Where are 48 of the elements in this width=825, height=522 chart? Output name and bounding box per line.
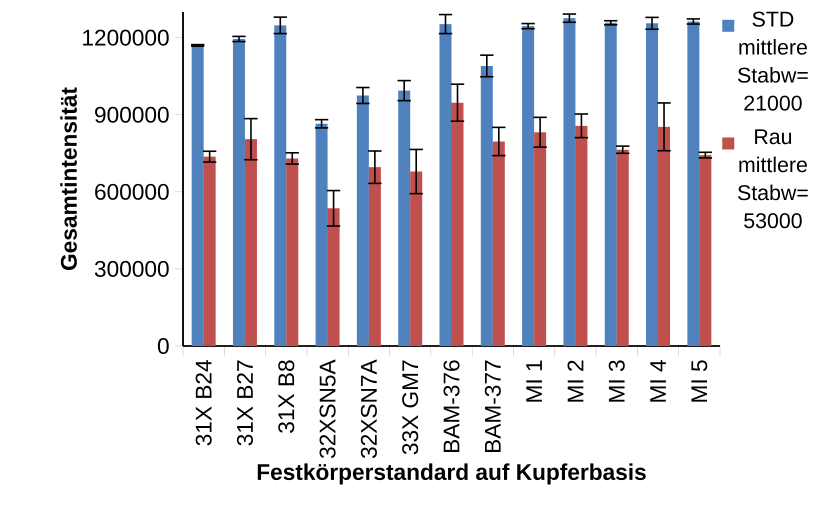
x-tick-label: MI 2 [568,360,584,402]
x-tick-label: 32XSN5A [320,359,336,458]
bar [616,150,629,346]
bar [244,139,257,346]
x-tick-label: 31X B24 [196,360,212,446]
y-tick-label: 600000 [95,184,169,200]
bar [452,102,464,346]
bar [492,141,505,346]
bar [274,25,286,346]
bar [699,155,712,346]
y-tick-label: 1200000 [83,30,169,46]
x-tick-label: 32XSN7A [360,359,377,458]
y-tick-label: 900000 [95,106,169,123]
bar [522,26,534,346]
x-tick-label: MI 5 [691,360,708,402]
bar [316,124,328,346]
x-tick-label: 31X B27 [236,360,253,446]
bar [604,22,617,346]
bar [286,158,298,346]
bar [575,126,588,346]
x-tick-label: MI 3 [608,360,625,402]
x-tick-label: MI 4 [650,360,666,402]
legend-label: STD mittlere Stabw= 21000 [738,12,808,111]
bar [480,66,493,346]
x-tick-label: MI 1 [526,360,542,402]
bar [658,126,670,346]
x-tick-label: BAM-377 [484,360,501,452]
bar [563,18,576,346]
x-axis-title: Festkörperstandard auf Kupferbasis [258,463,646,485]
bar [368,167,381,346]
bar [204,156,216,346]
y-tick-label: 0 [158,338,169,354]
bar [398,90,410,346]
bar [687,22,700,346]
y-axis-title: Gesamtintensität [60,87,77,270]
x-tick-label: 31X B8 [278,360,294,433]
bar [646,23,658,346]
bar [440,24,452,346]
bar [534,132,546,346]
y-tick-label: 300000 [94,260,169,277]
legend-label: Rau mittlere Stabw= 53000 [738,129,808,228]
bar [192,45,204,346]
bar [232,38,245,346]
bar [356,96,369,346]
x-tick-label: BAM-376 [443,360,460,452]
bar [410,172,422,346]
x-tick-label: 33X GM7 [402,360,418,454]
bar [328,208,340,346]
